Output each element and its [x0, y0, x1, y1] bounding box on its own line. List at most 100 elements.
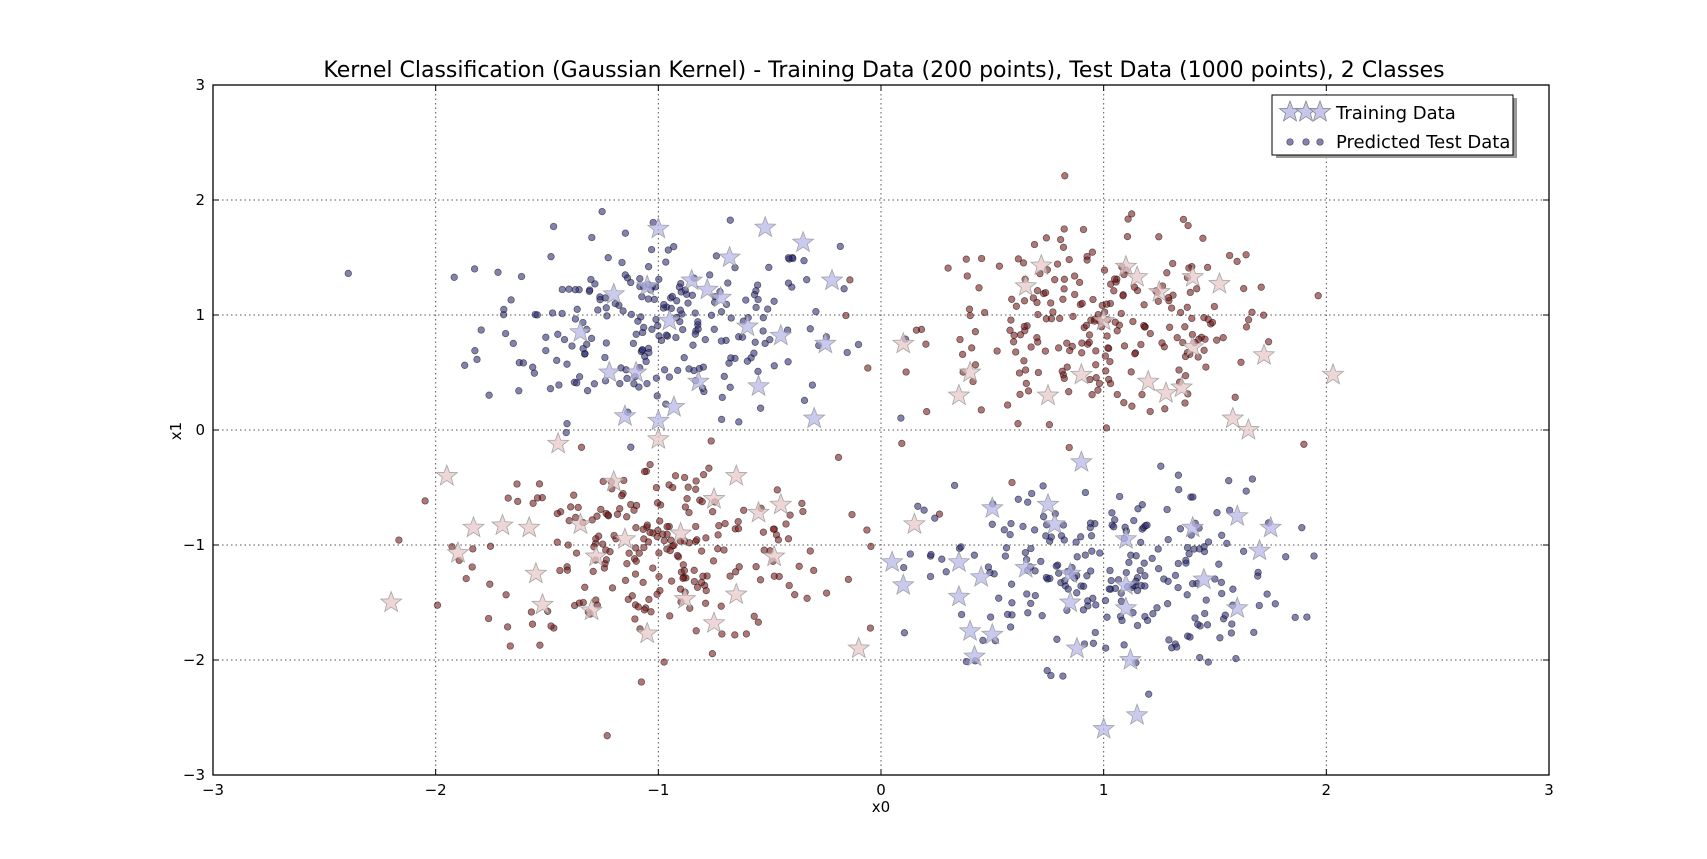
test-point [810, 566, 818, 575]
legend: Training Data Predicted Test Data [1271, 94, 1517, 158]
test-point [1239, 547, 1248, 555]
test-point [1148, 554, 1156, 563]
test-point [1163, 269, 1171, 277]
test-point [517, 272, 526, 281]
test-point [1022, 379, 1030, 388]
test-point [864, 364, 872, 372]
test-point [1092, 347, 1100, 355]
test-point [1046, 574, 1054, 583]
training-point [1065, 636, 1089, 659]
test-point [621, 229, 630, 237]
test-point [660, 658, 668, 666]
test-point [1051, 276, 1059, 284]
test-point [720, 372, 728, 381]
test-point [1149, 610, 1157, 618]
test-point [1088, 547, 1096, 555]
test-point [1240, 284, 1248, 293]
test-point [558, 285, 566, 294]
test-point [1030, 526, 1039, 534]
training-point [717, 245, 742, 268]
test-point [1096, 549, 1104, 557]
test-point [1185, 550, 1193, 558]
training-point [902, 512, 927, 535]
test-point [1015, 369, 1024, 377]
test-point [1175, 485, 1183, 494]
test-point [1059, 243, 1068, 251]
training-point [1043, 512, 1067, 535]
test-point [1186, 633, 1194, 641]
test-point [673, 297, 681, 305]
test-point [1145, 690, 1153, 698]
test-point [1130, 283, 1139, 291]
test-point [773, 486, 781, 494]
test-point [563, 360, 571, 368]
test-point [1079, 606, 1088, 614]
legend-star [1308, 99, 1332, 122]
test-point [806, 325, 814, 333]
test-point [462, 574, 470, 583]
test-point [708, 650, 717, 658]
test-point [1081, 551, 1089, 559]
test-point [527, 608, 536, 616]
test-point [912, 326, 921, 334]
training-point [490, 513, 514, 536]
test-point [1089, 639, 1098, 647]
test-point [1146, 407, 1154, 416]
test-point [1117, 309, 1125, 318]
training-point [1125, 703, 1149, 726]
test-point [1169, 259, 1177, 268]
test-point [654, 322, 662, 330]
test-point [693, 583, 702, 591]
test-point [513, 480, 521, 488]
training-point [1181, 515, 1205, 538]
test-point [1060, 275, 1069, 283]
test-point [588, 516, 596, 524]
test-point [798, 499, 806, 508]
test-point [627, 443, 635, 451]
test-point [1242, 487, 1250, 495]
test-point [1128, 210, 1136, 218]
test-point [699, 572, 707, 580]
test-point [618, 258, 626, 267]
x-axis-label: x0 [872, 798, 890, 816]
training-point [1154, 381, 1178, 404]
test-point [752, 303, 760, 312]
test-point [594, 306, 602, 314]
test-point [685, 365, 693, 373]
test-point [1154, 565, 1163, 573]
training-point [735, 314, 760, 337]
test-point [646, 460, 654, 469]
test-point [1196, 653, 1204, 662]
test-point [754, 295, 762, 304]
test-point [675, 283, 684, 291]
test-point [486, 580, 494, 588]
test-point [731, 631, 739, 639]
test-point [621, 271, 629, 279]
test-point [670, 243, 678, 251]
test-point [970, 551, 979, 559]
test-point [583, 387, 592, 395]
test-point [587, 275, 595, 284]
test-point [646, 528, 654, 537]
test-point [1164, 294, 1173, 302]
test-point [1176, 525, 1185, 533]
test-point [680, 354, 688, 362]
y-tick-label: 2 [195, 191, 205, 209]
test-point [680, 473, 689, 482]
test-point [618, 492, 626, 500]
test-point [1200, 346, 1208, 354]
test-point [643, 379, 651, 388]
test-point [822, 589, 831, 597]
test-point [1189, 493, 1197, 501]
test-point [1314, 292, 1322, 300]
test-point [1133, 621, 1142, 630]
test-point [421, 497, 429, 505]
test-point [1073, 553, 1081, 561]
test-point [1110, 275, 1119, 283]
test-point [1215, 560, 1223, 568]
test-point [806, 547, 814, 555]
test-point [1008, 478, 1016, 487]
test-point [1001, 552, 1010, 560]
test-point [1007, 580, 1016, 588]
test-point [1141, 572, 1149, 580]
